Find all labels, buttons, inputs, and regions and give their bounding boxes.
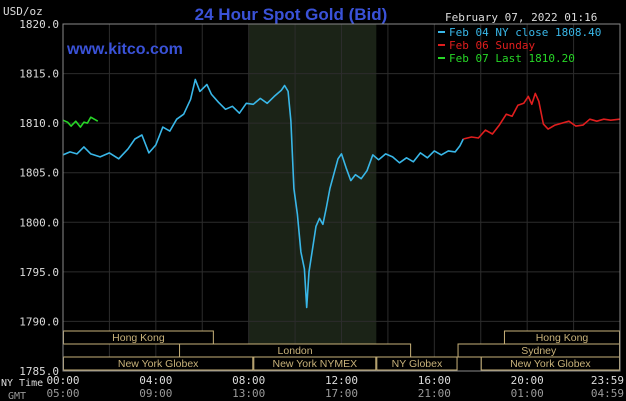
legend-ny-close: Feb 04 NY close 1808.40: [449, 26, 601, 39]
series-line: [62, 116, 99, 128]
x-tick-ny: 12:00: [325, 374, 358, 387]
x-tick-gmt: 09:00: [139, 387, 172, 400]
y-axis-unit: USD/oz: [3, 5, 43, 18]
market-london-label: London: [278, 345, 313, 357]
legend-swatch-sunday: [438, 44, 445, 46]
series-line: [62, 78, 465, 309]
y-tick-label: 1785.0: [19, 365, 59, 378]
series-line: [463, 92, 620, 140]
y-tick-label: 1815.0: [19, 68, 59, 81]
market-ny-nymex-label: New York NYMEX: [272, 358, 357, 370]
x-tick-ny: 08:00: [232, 374, 265, 387]
market-sydney-label: Sydney: [521, 345, 557, 357]
market-hong-kong-label: Hong Kong: [112, 332, 165, 344]
gmt-label: GMT: [8, 391, 26, 401]
y-tick-label: 1820.0: [19, 18, 59, 31]
x-tick-gmt: 21:00: [418, 387, 451, 400]
market-ny-nymex: [253, 356, 377, 371]
market-hong-kong-label: Hong Kong: [536, 332, 589, 344]
legend: Feb 04 NY close 1808.40 Feb 06 Sunday Fe…: [438, 26, 601, 65]
market-ny-globex-label: New York Globex: [118, 358, 199, 370]
x-tick-ny: 20:00: [511, 374, 544, 387]
ny-time-label: NY Time: [1, 378, 43, 389]
market-ny-globex-label: New York Globex: [510, 358, 591, 370]
site-watermark: www.kitco.com: [66, 41, 183, 58]
timestamp: February 07, 2022 01:16: [445, 11, 597, 24]
x-tick-gmt: 01:00: [511, 387, 544, 400]
legend-swatch-last: [438, 57, 445, 59]
legend-last: Feb 07 Last 1810.20: [449, 52, 575, 65]
session-shade: [248, 24, 377, 371]
y-tick-label: 1790.0: [19, 315, 59, 328]
x-tick-gmt: 04:59: [591, 387, 624, 400]
market-ny-globex: [376, 356, 458, 371]
plot-frame: [62, 23, 621, 372]
x-tick-gmt: 17:00: [325, 387, 358, 400]
x-tick-ny: 23:59: [591, 374, 624, 387]
x-tick-gmt: 05:00: [46, 387, 79, 400]
market-ny-globex-label: NY Globex: [392, 358, 443, 370]
y-tick-label: 1805.0: [19, 167, 59, 180]
x-tick-ny: 04:00: [139, 374, 172, 387]
y-tick-label: 1795.0: [19, 266, 59, 279]
x-tick-ny: 00:00: [46, 374, 79, 387]
x-tick-gmt: 13:00: [232, 387, 265, 400]
chart-title: 24 Hour Spot Gold (Bid): [195, 5, 388, 24]
y-tick-label: 1800.0: [19, 216, 59, 229]
legend-sunday: Feb 06 Sunday: [449, 39, 535, 52]
legend-swatch-ny-close: [438, 31, 445, 33]
y-tick-label: 1810.0: [19, 117, 59, 130]
x-tick-ny: 16:00: [418, 374, 451, 387]
